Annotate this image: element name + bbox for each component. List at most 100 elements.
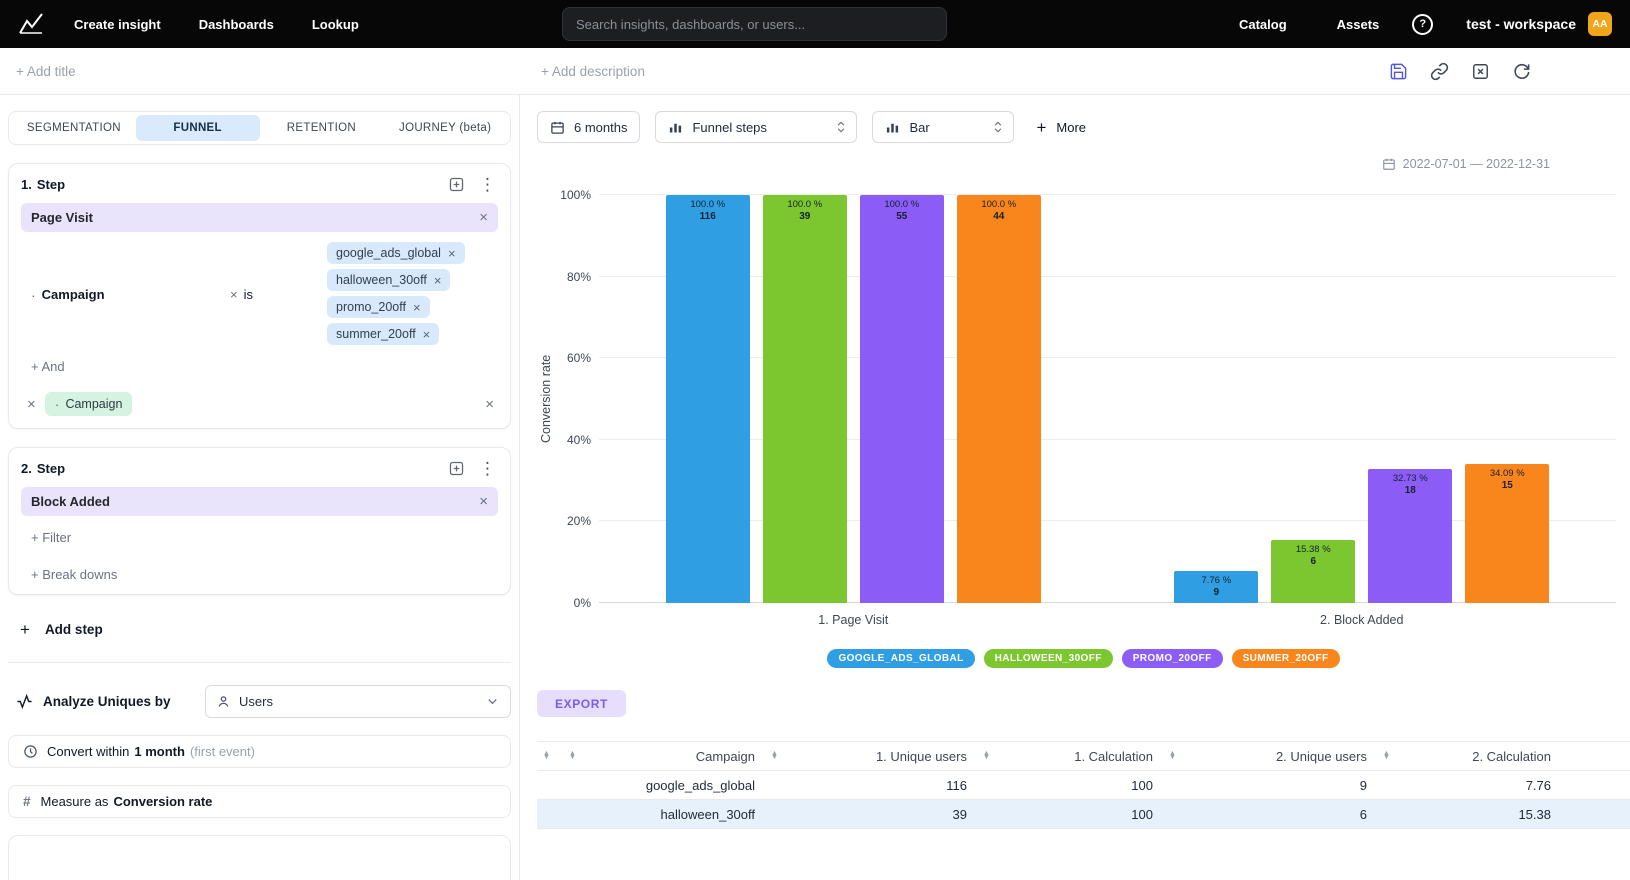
add-breakdowns-link[interactable]: + Break downs: [31, 567, 118, 582]
legend-item[interactable]: GOOGLE_ADS_GLOBAL: [827, 649, 975, 668]
workspace-name[interactable]: test - workspace: [1466, 16, 1576, 32]
bar-groups: 100.0 % 116 100.0 % 39 100.0 % 55 100.0 % 44 7.7…: [599, 195, 1616, 603]
add-square-icon[interactable]: [448, 460, 465, 477]
nav-assets[interactable]: Assets: [1336, 16, 1380, 32]
view-type-select[interactable]: Funnel steps: [655, 111, 858, 143]
sort-icon[interactable]: ▲ ▼: [983, 749, 990, 761]
y-tick-label: 0%: [573, 596, 591, 610]
app-logo[interactable]: [18, 11, 44, 37]
filter-operator[interactable]: is: [243, 287, 253, 302]
column-header[interactable]: ▲ ▼ 1. Unique users: [765, 741, 977, 771]
results-table: ▲ ▼ ▲ ▼ Campaign ▲ ▼ 1. Unique users ▲ ▼ 1. Calcul…: [537, 741, 1630, 838]
remove-event-icon[interactable]: ×: [479, 493, 488, 510]
funnel-step-card-2: 2. Step ⋮ Block Added × + Filter + Break…: [8, 447, 511, 595]
column-header-label: 2. Calculation: [1472, 748, 1551, 764]
chart-bar[interactable]: 100.0 % 116: [665, 195, 750, 603]
remove-value-icon[interactable]: ×: [412, 299, 421, 315]
add-description-button[interactable]: + Add description: [541, 63, 645, 79]
gridline: [599, 520, 1616, 522]
step-menu-icon[interactable]: ⋮: [479, 175, 496, 194]
column-header[interactable]: ▲ ▼ 2. Unique users: [1163, 741, 1377, 771]
remove-value-icon[interactable]: ×: [447, 245, 456, 261]
tab-journey[interactable]: JOURNEY (beta): [399, 122, 492, 134]
column-header[interactable]: ▲ ▼: [537, 741, 563, 771]
table-cell: [1561, 829, 1630, 838]
filter-value-tag[interactable]: google_ads_global ×: [327, 242, 465, 264]
table-cell: 39: [765, 799, 977, 829]
remove-value-icon[interactable]: ×: [422, 326, 431, 342]
nav-create-insight[interactable]: Create insight: [74, 16, 161, 32]
chart-type-select[interactable]: Bar: [872, 111, 1015, 143]
chart-bar[interactable]: 7.76 % 9: [1174, 571, 1259, 603]
measure-as-control[interactable]: # Measure as Conversion rate: [8, 785, 511, 818]
y-tick-label: 60%: [566, 351, 591, 366]
chart-bar[interactable]: 34.09 % 15: [1465, 463, 1550, 603]
time-period-button[interactable]: 6 months: [537, 111, 641, 143]
chart-bar[interactable]: 100.0 % 39: [762, 195, 847, 603]
sort-icon[interactable]: ▲ ▼: [569, 749, 576, 761]
link-icon[interactable]: [1430, 62, 1449, 81]
chart-bar[interactable]: 15.38 % 6: [1271, 540, 1356, 603]
add-title-button[interactable]: + Add title: [16, 63, 76, 79]
tab-retention[interactable]: RETENTION: [286, 122, 356, 134]
remove-breakdown-row-icon[interactable]: ×: [485, 395, 494, 413]
step-event-row[interactable]: Block Added ×: [21, 487, 498, 516]
filter-property[interactable]: Campaign: [41, 287, 105, 302]
step-menu-icon[interactable]: ⋮: [479, 459, 496, 478]
close-box-icon[interactable]: [1471, 62, 1490, 81]
x-axis-category-label: 1. Page Visit: [818, 613, 889, 627]
table-row[interactable]: halloween_30off 39 100 6 15.38: [537, 799, 1630, 829]
chart-bar[interactable]: 32.73 % 18: [1368, 469, 1453, 603]
hash-icon: #: [23, 794, 31, 809]
gridline: [599, 438, 1616, 440]
table-cell: 9: [1163, 770, 1377, 800]
convert-within-control[interactable]: Convert within 1 month (first event): [8, 735, 511, 768]
sort-icon[interactable]: ▲ ▼: [1383, 749, 1390, 761]
filter-value-tag[interactable]: promo_20off ×: [327, 296, 430, 318]
add-and-condition-link[interactable]: + And: [31, 359, 65, 374]
nav-catalog[interactable]: Catalog: [1238, 16, 1287, 32]
table-cell: 15.38: [1377, 799, 1561, 829]
table-cell: 7.76: [1377, 770, 1561, 800]
breakdown-property-pill[interactable]: · Campaign: [44, 392, 133, 416]
sort-icon[interactable]: ▲ ▼: [771, 749, 778, 761]
column-header[interactable]: ▲ ▼ 1. Calculation: [977, 741, 1163, 771]
remove-filter-icon[interactable]: ×: [230, 287, 238, 302]
column-header[interactable]: ▲ ▼ 2. Calculation: [1377, 741, 1561, 771]
legend-item[interactable]: HALLOWEEN_30OFF: [983, 649, 1113, 668]
add-filter-link[interactable]: + Filter: [31, 530, 72, 545]
filter-value-tag[interactable]: summer_20off ×: [327, 323, 440, 345]
refresh-icon[interactable]: [1512, 62, 1531, 81]
sort-icon[interactable]: ▲ ▼: [1169, 749, 1176, 761]
column-header[interactable]: ▲ ▼ Campaign: [563, 741, 765, 771]
nav-lookup[interactable]: Lookup: [311, 16, 359, 32]
step-event-row[interactable]: Page Visit ×: [21, 203, 498, 232]
measure-value[interactable]: Conversion rate: [113, 794, 213, 809]
legend-item[interactable]: PROMO_20OFF: [1121, 649, 1223, 668]
help-icon[interactable]: ?: [1412, 13, 1434, 35]
chart-bar[interactable]: 100.0 % 44: [956, 195, 1041, 603]
add-square-icon[interactable]: [448, 176, 465, 193]
avatar[interactable]: AA: [1588, 12, 1612, 36]
remove-value-icon[interactable]: ×: [433, 272, 442, 288]
convert-value[interactable]: 1 month: [134, 744, 185, 759]
step-title: 1. Step: [21, 177, 65, 192]
content-area: SEGMENTATION FUNNEL RETENTION JOURNEY (b…: [0, 95, 1630, 880]
chart-panel: 6 months Funnel steps Bar + More: [520, 95, 1630, 880]
save-icon[interactable]: [1389, 62, 1408, 81]
add-step-button[interactable]: + Add step: [20, 621, 103, 638]
global-search-input[interactable]: Search insights, dashboards, or users...: [562, 7, 947, 41]
more-options-button[interactable]: + More: [1036, 119, 1086, 136]
remove-breakdown-icon[interactable]: ×: [27, 395, 36, 413]
filter-value-tag[interactable]: halloween_30off ×: [327, 269, 451, 291]
tab-segmentation[interactable]: SEGMENTATION: [26, 122, 121, 134]
tab-funnel[interactable]: FUNNEL: [135, 115, 260, 141]
export-button[interactable]: EXPORT: [537, 690, 626, 717]
analyze-entity-select[interactable]: Users: [205, 685, 511, 718]
remove-event-icon[interactable]: ×: [479, 209, 488, 226]
sort-icon[interactable]: ▲ ▼: [543, 749, 550, 761]
chart-bar[interactable]: 100.0 % 55: [859, 195, 944, 603]
table-row[interactable]: google_ads_global 116 100 9 7.76: [537, 770, 1630, 800]
legend-item[interactable]: SUMMER_20OFF: [1231, 649, 1340, 668]
nav-dashboards[interactable]: Dashboards: [198, 16, 274, 32]
